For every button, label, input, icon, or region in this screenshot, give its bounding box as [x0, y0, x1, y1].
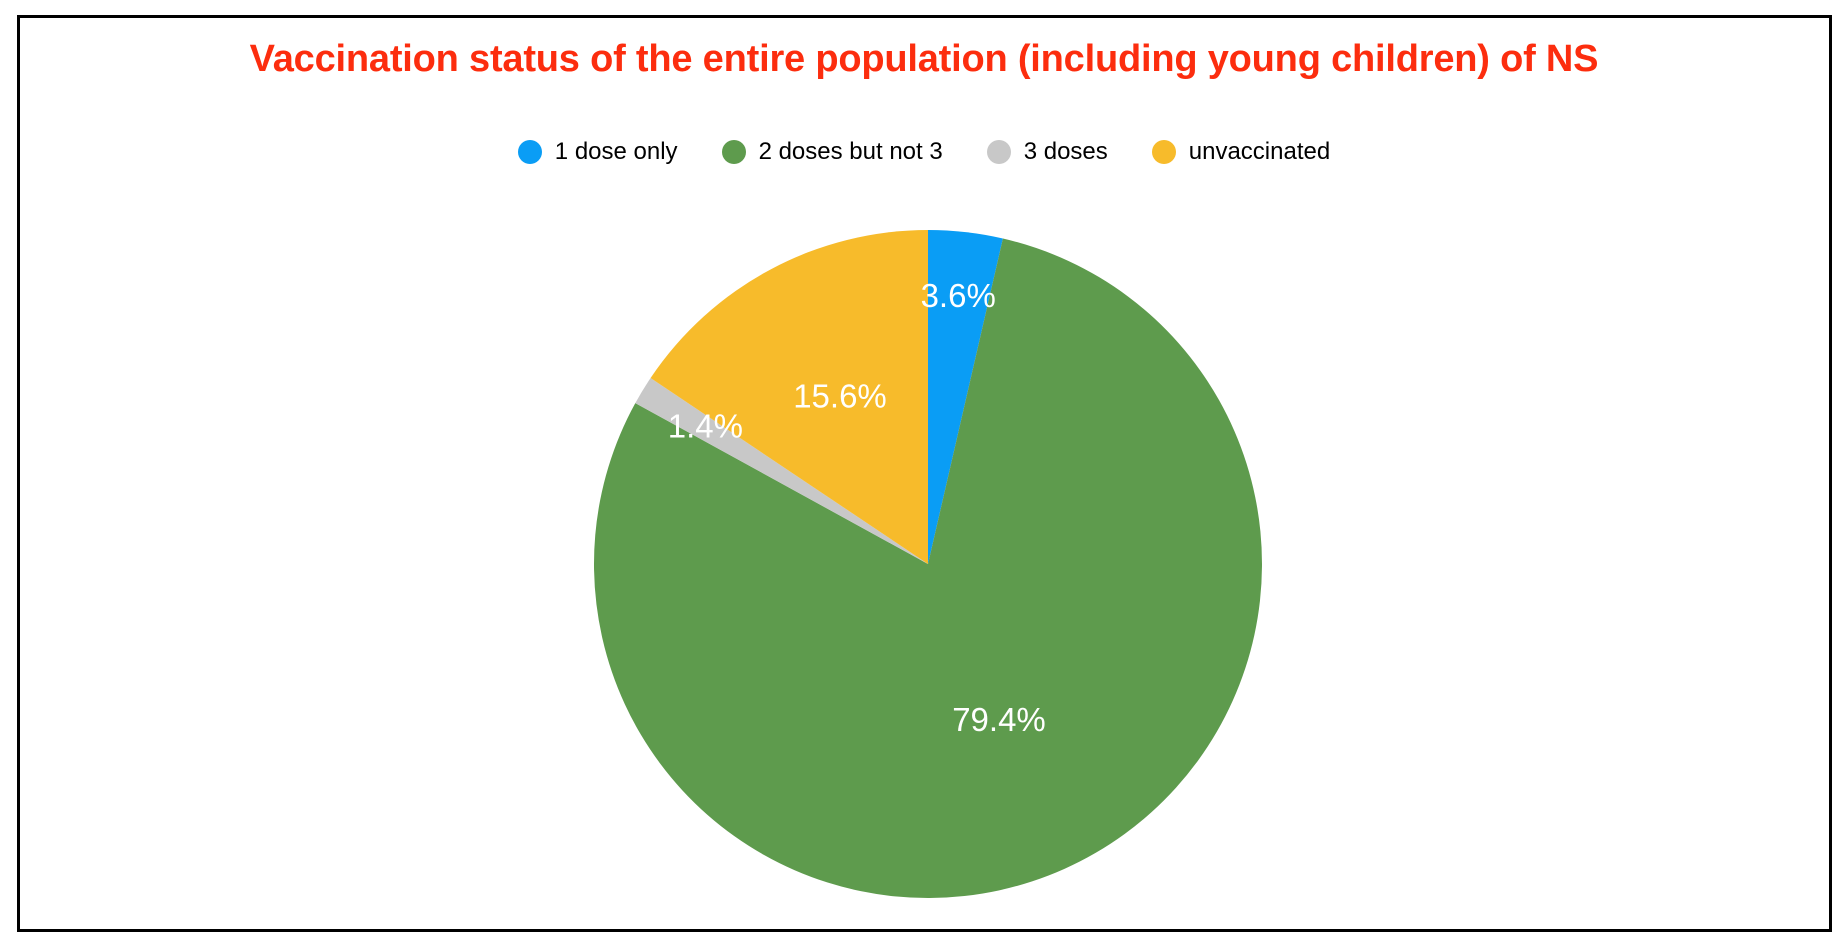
legend-swatch-icon-unvaccinated — [1151, 140, 1176, 164]
chart-legend: 1 dose only 2 doses but not 3 3 doses un… — [0, 140, 1848, 164]
legend-item-unvaccinated[interactable]: unvaccinated — [1151, 138, 1331, 165]
legend-swatch-icon-3-doses — [986, 140, 1011, 164]
legend-label-2-doses-but-not-3: 2 doses but not 3 — [758, 138, 943, 165]
legend-swatch-icon-1-dose-only — [517, 140, 542, 164]
legend-label-unvaccinated: unvaccinated — [1188, 138, 1331, 165]
legend-swatch-icon-2-doses-but-not-3 — [721, 140, 746, 164]
chart-title: Vaccination status of the entire populat… — [249, 38, 1599, 80]
legend-item-3-doses[interactable]: 3 doses — [986, 138, 1108, 165]
legend-item-2-doses-but-not-3[interactable]: 2 doses but not 3 — [721, 138, 943, 165]
legend-item-1-dose-only[interactable]: 1 dose only — [517, 138, 678, 165]
legend-label-3-doses: 3 doses — [1023, 138, 1108, 165]
legend-label-1-dose-only: 1 dose only — [554, 138, 678, 165]
